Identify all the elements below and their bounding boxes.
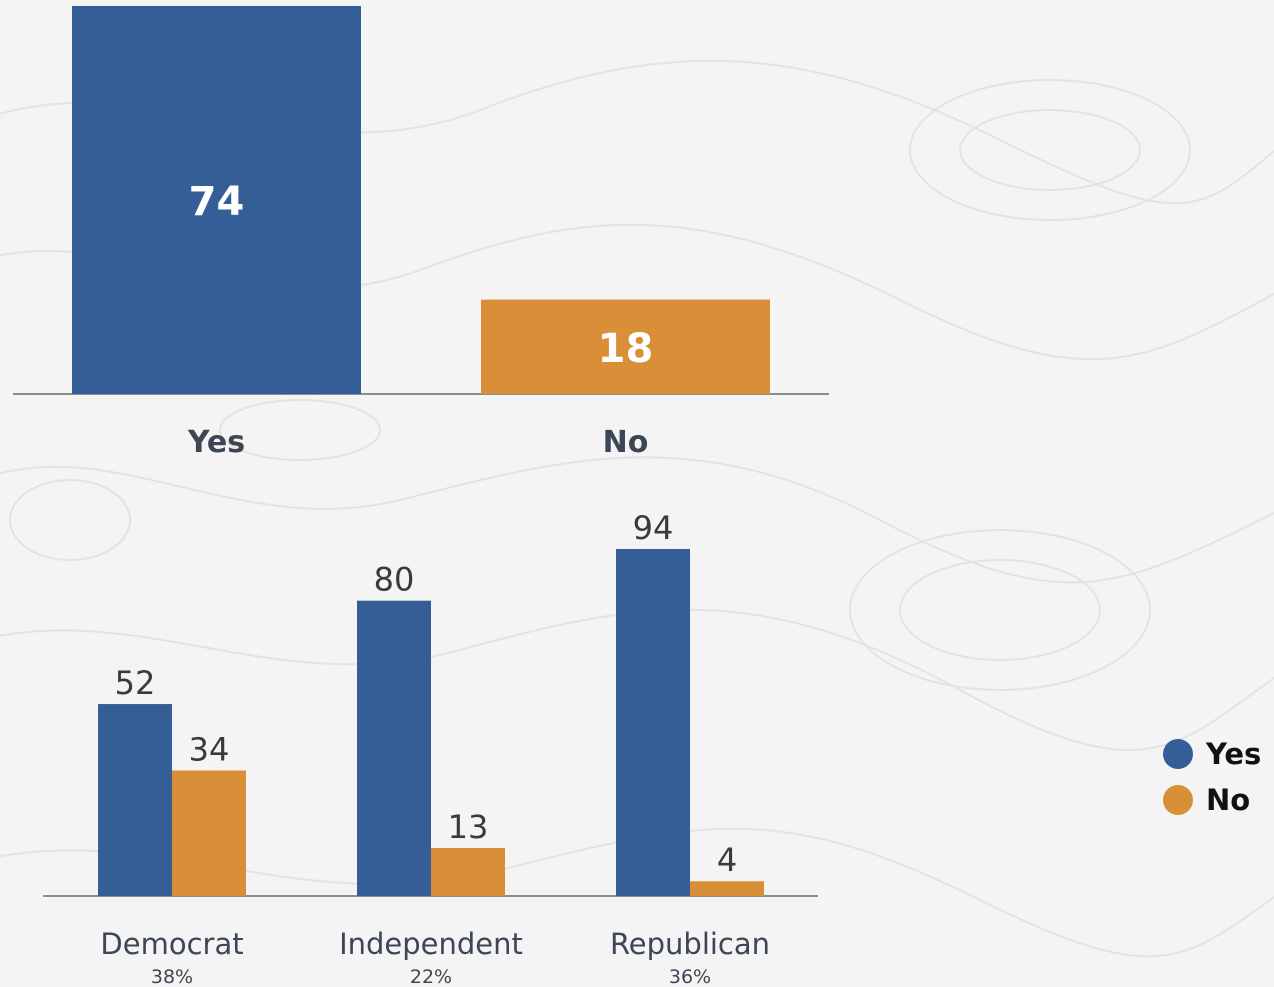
party-share-label-independent: 22% <box>410 966 452 987</box>
legend-label-yes: Yes <box>1206 737 1262 771</box>
party-category-label-republican: Republican <box>610 927 770 961</box>
party-value-label-independent-no: 13 <box>448 808 489 846</box>
legend-item-yes: Yes <box>1163 731 1261 777</box>
party-category-label-democrat: Democrat <box>100 927 243 961</box>
party-category-label-independent: Independent <box>339 927 523 961</box>
party-bar-republican-yes <box>616 549 690 896</box>
overall-value-label-yes: 74 <box>189 179 245 225</box>
party-bar-republican-no <box>690 881 764 896</box>
party-value-label-republican-yes: 94 <box>633 509 674 547</box>
party-bar-independent-yes <box>357 600 431 896</box>
party-value-label-independent-yes: 80 <box>374 561 415 599</box>
overall-category-label-no: No <box>603 425 649 460</box>
party-value-label-democrat-no: 34 <box>189 730 230 768</box>
overall-bar-yes <box>72 6 361 394</box>
overall-category-label-yes: Yes <box>187 425 245 460</box>
overall-value-label-no: 18 <box>598 326 654 372</box>
legend-swatch-yes <box>1163 739 1193 769</box>
legend-swatch-no <box>1163 785 1193 815</box>
party-share-label-democrat: 38% <box>151 966 193 987</box>
legend-item-no: No <box>1163 777 1261 823</box>
party-value-label-republican-no: 4 <box>717 841 737 879</box>
party-bar-independent-no <box>431 848 505 896</box>
overall-bar-no <box>481 299 770 394</box>
chart-legend: Yes No <box>1163 731 1261 823</box>
party-bar-democrat-yes <box>98 704 172 896</box>
legend-label-no: No <box>1206 783 1251 817</box>
party-value-label-democrat-yes: 52 <box>115 664 156 702</box>
party-bar-democrat-no <box>172 770 246 896</box>
party-share-label-republican: 36% <box>669 966 711 987</box>
